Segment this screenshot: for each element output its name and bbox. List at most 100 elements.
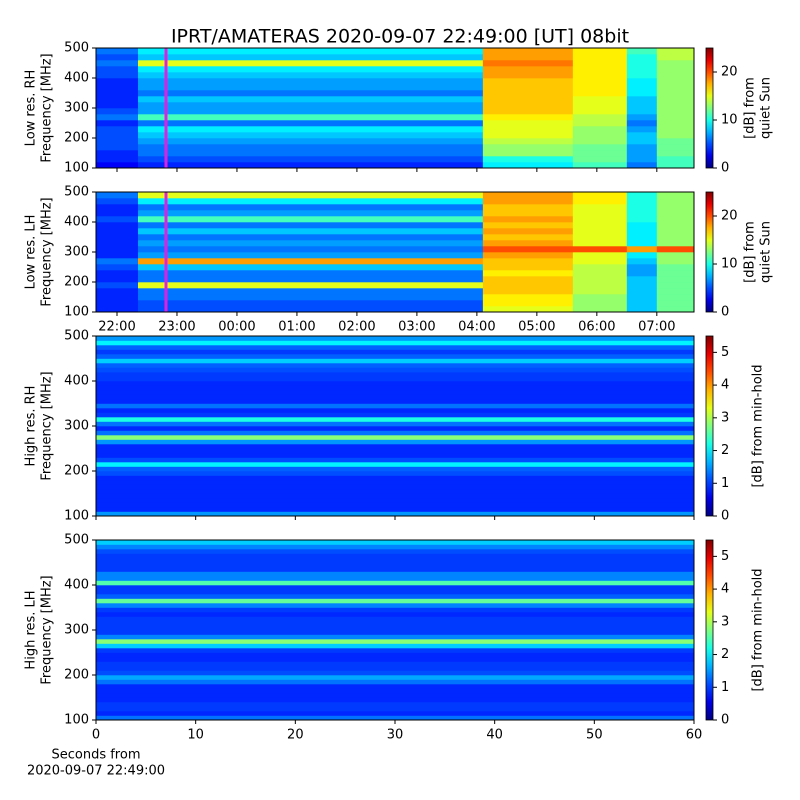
heatmap-cell	[482, 144, 574, 151]
heatmap-cell	[96, 493, 695, 499]
colorbar-tick-label: 2	[721, 647, 729, 662]
heatmap-cell	[656, 306, 695, 313]
heatmap-cell	[96, 670, 695, 676]
heatmap-cell	[137, 150, 484, 157]
heatmap-cell	[96, 367, 695, 373]
y-tick-label: 100	[64, 305, 89, 320]
colorbar-tick-label: 4	[721, 582, 729, 597]
heatmap-cell	[572, 78, 628, 85]
y-tick-label: 400	[64, 578, 89, 593]
heatmap-cell	[656, 90, 695, 97]
heatmap-cell	[96, 657, 695, 662]
heatmap-cell	[96, 693, 695, 698]
heatmap-cell	[137, 132, 484, 139]
heatmap-cell	[96, 666, 695, 671]
heatmap-cell	[137, 198, 484, 205]
colorbar-tick-label: 1	[721, 476, 729, 491]
heatmap-cell	[137, 228, 484, 235]
heatmap-cell	[482, 288, 574, 295]
colorbar-tick-label: 10	[721, 257, 738, 272]
heatmap-cell	[96, 399, 695, 404]
heatmap-cell	[572, 132, 628, 139]
heatmap-cell	[572, 282, 628, 289]
heatmap-cell	[656, 246, 695, 253]
heatmap-cell	[626, 114, 658, 121]
heatmap-cell	[482, 78, 574, 85]
heatmap-cell	[626, 138, 658, 145]
heatmap-cell	[96, 412, 695, 418]
heatmap-cell	[96, 54, 139, 61]
heatmap-cell	[656, 144, 695, 151]
heatmap-cell	[626, 246, 658, 253]
heatmap-cell	[482, 198, 574, 205]
y-tick-label: 500	[64, 185, 89, 200]
y-tick-label: 300	[64, 101, 89, 116]
heatmap-cell	[572, 72, 628, 79]
heatmap-cell	[572, 246, 628, 253]
heatmap-cell	[137, 126, 484, 133]
heatmap-cell	[96, 661, 695, 667]
heatmap-cell	[656, 198, 695, 205]
heatmap-cell	[482, 282, 574, 289]
colorbar	[705, 47, 714, 169]
heatmap-cell	[626, 126, 658, 133]
colorbar	[705, 539, 714, 721]
heatmap-cell	[482, 54, 574, 61]
heatmap-cell	[656, 66, 695, 73]
heatmap-cell	[482, 234, 574, 241]
heatmap-cell	[96, 162, 139, 169]
colorbar-tick-label: 0	[721, 305, 729, 320]
heatmap-cell	[137, 78, 484, 85]
heatmap-cell	[482, 222, 574, 229]
heatmap-cell	[137, 138, 484, 145]
heatmap-cell	[96, 108, 139, 115]
heatmap-cell	[626, 78, 658, 85]
heatmap-cell	[96, 679, 695, 685]
colorbar-label: quiet Sun	[759, 221, 774, 283]
heatmap-cell	[656, 72, 695, 79]
heatmap-cell	[482, 102, 574, 109]
heatmap-cell	[482, 96, 574, 103]
heatmap-cell	[96, 270, 139, 277]
y-tick-label: 400	[64, 374, 89, 389]
heatmap-cell	[96, 453, 695, 458]
heatmap-cell	[572, 102, 628, 109]
heatmap-cell	[482, 138, 574, 145]
heatmap-cell	[572, 66, 628, 73]
heatmap-cell	[96, 390, 695, 395]
heatmap-cell	[626, 108, 658, 115]
heatmap-cell	[656, 54, 695, 61]
heatmap-cell	[96, 306, 139, 313]
heatmap-cell	[656, 192, 695, 199]
heatmap-cell	[137, 90, 484, 97]
heatmap-cell	[96, 381, 695, 386]
heatmap-cell	[482, 150, 574, 157]
heatmap-cell	[656, 222, 695, 229]
heatmap-cell	[572, 252, 628, 259]
heatmap-cell	[96, 102, 139, 109]
heatmap-cell	[137, 192, 484, 199]
heatmap-cell	[626, 156, 658, 163]
heatmap-cell	[96, 576, 695, 581]
heatmap-cell	[572, 288, 628, 295]
heatmap-cell	[96, 439, 695, 445]
colorbar-label: [dB] from min-hold	[751, 364, 766, 487]
colorbar-tick-label: 5	[721, 549, 729, 564]
heatmap-cell	[96, 288, 139, 295]
heatmap-cell	[626, 222, 658, 229]
heatmap-cell	[96, 394, 695, 400]
heatmap-cell	[626, 204, 658, 211]
colorbar-tick-label: 5	[721, 345, 729, 360]
heatmap-cell	[572, 198, 628, 205]
heatmap-cell	[482, 276, 574, 283]
heatmap-cell	[572, 264, 628, 271]
heatmap-cell	[626, 96, 658, 103]
x-tick-label: 50	[586, 728, 603, 743]
heatmap-cell	[626, 288, 658, 295]
heatmap-cell	[626, 192, 658, 199]
heatmap-cell	[137, 72, 484, 79]
heatmap-cell	[96, 216, 139, 223]
y-tick-label: 100	[64, 509, 89, 524]
y-tick-label: 500	[64, 533, 89, 548]
